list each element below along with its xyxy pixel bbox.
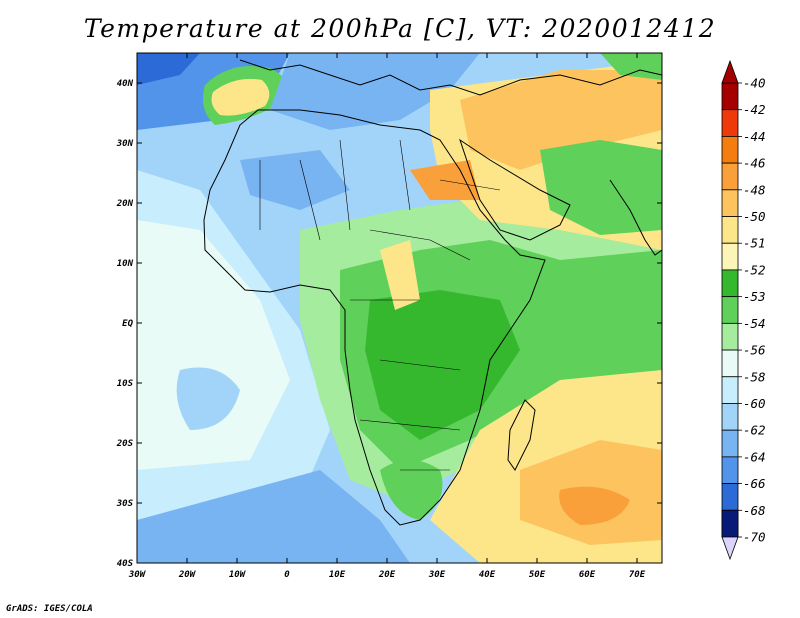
x-axis-ticks: 30W 20W 10W 0 10E 20E 30E 40E 50E 60E 70E	[128, 53, 646, 580]
colorbar-swatch	[721, 136, 739, 164]
map-title: Temperature at 200hPa [C], VT: 202001241…	[83, 14, 717, 43]
colorbar-label: -48	[743, 182, 766, 197]
colorbar-label: -50	[743, 209, 766, 224]
y-tick-label: 20N	[116, 199, 134, 209]
colorbar-swatch	[721, 82, 739, 111]
plot-frame	[136, 52, 663, 564]
colorbar-label: -46	[743, 156, 766, 171]
x-tick-label: 20W	[178, 570, 197, 580]
x-tick-label: 50E	[529, 570, 546, 580]
colorbar-label: -64	[743, 449, 766, 464]
colorbar-swatch	[721, 242, 739, 271]
y-tick-label: 10S	[117, 379, 134, 389]
y-tick-label: 30S	[116, 499, 134, 509]
colorbar-label: -54	[743, 316, 766, 331]
colorbar-swatch	[721, 296, 739, 324]
colorbar-swatch	[721, 456, 739, 484]
colorbar-swatch	[721, 349, 739, 378]
colorbar-label: -58	[743, 369, 766, 384]
x-tick-label: 30E	[428, 570, 446, 580]
colorbar-label: -42	[743, 102, 766, 117]
x-tick-label: 60E	[579, 570, 596, 580]
coastlines	[203, 59, 662, 526]
y-tick-label: EQ	[122, 319, 133, 329]
colorbar-swatch	[721, 162, 739, 191]
temperature-field	[137, 53, 662, 563]
colorbar-label: -40	[743, 76, 766, 91]
colorbar-under-triangle	[721, 536, 739, 561]
colorbar-label: -70	[743, 530, 766, 545]
colorbar-label: -52	[743, 262, 766, 277]
y-tick-label: 20S	[116, 439, 134, 449]
y-axis-ticks: 40N 30N 20N 10N EQ 10S 20S 30S 40S	[116, 79, 662, 569]
colorbar-label: -68	[743, 503, 766, 518]
colorbar-label: -66	[743, 476, 766, 491]
colorbar-swatch	[721, 376, 739, 404]
country-borders	[259, 139, 501, 471]
colorbar-label: -56	[743, 343, 766, 358]
colorbar-over-triangle	[721, 59, 739, 84]
x-tick-label: 10E	[329, 570, 346, 580]
colorbar-swatch	[721, 429, 739, 458]
y-tick-label: 30N	[116, 139, 134, 149]
colorbar-label: -44	[743, 129, 766, 144]
y-tick-label: 40N	[117, 79, 134, 89]
y-tick-label: 10N	[117, 259, 134, 269]
x-tick-label: 70E	[629, 570, 646, 580]
y-tick-label: 40S	[117, 559, 134, 569]
colorbar-label: -62	[743, 423, 766, 438]
colorbar-swatch	[721, 509, 739, 538]
colorbar: -40 -42 -44 -46 -48 -50 -51 -52 -53 -54 -56 -58 -60 -…	[721, 59, 766, 561]
colorbar-swatch	[721, 322, 739, 351]
colorbar-swatch	[721, 189, 739, 217]
x-tick-label: 20E	[378, 570, 396, 580]
x-tick-label: 30W	[128, 570, 147, 580]
colorbar-swatch	[721, 269, 739, 298]
colorbar-label: -51	[743, 236, 766, 251]
x-tick-label: 0	[284, 570, 290, 580]
x-tick-label: 40E	[479, 570, 496, 580]
colorbar-swatch	[721, 483, 739, 511]
colorbar-swatch	[721, 109, 739, 137]
colorbar-label: -60	[743, 396, 766, 411]
x-tick-label: 10W	[229, 570, 247, 580]
colorbar-label: -53	[743, 289, 766, 304]
colorbar-swatch	[721, 216, 739, 244]
credit-label: GrADS: IGES/COLA	[6, 604, 93, 614]
colorbar-swatch	[721, 403, 739, 431]
